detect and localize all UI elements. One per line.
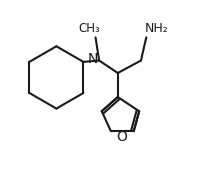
Text: CH₃: CH₃ bbox=[78, 22, 100, 35]
Text: N: N bbox=[88, 52, 98, 66]
Text: O: O bbox=[116, 130, 127, 144]
Text: NH₂: NH₂ bbox=[145, 22, 169, 35]
